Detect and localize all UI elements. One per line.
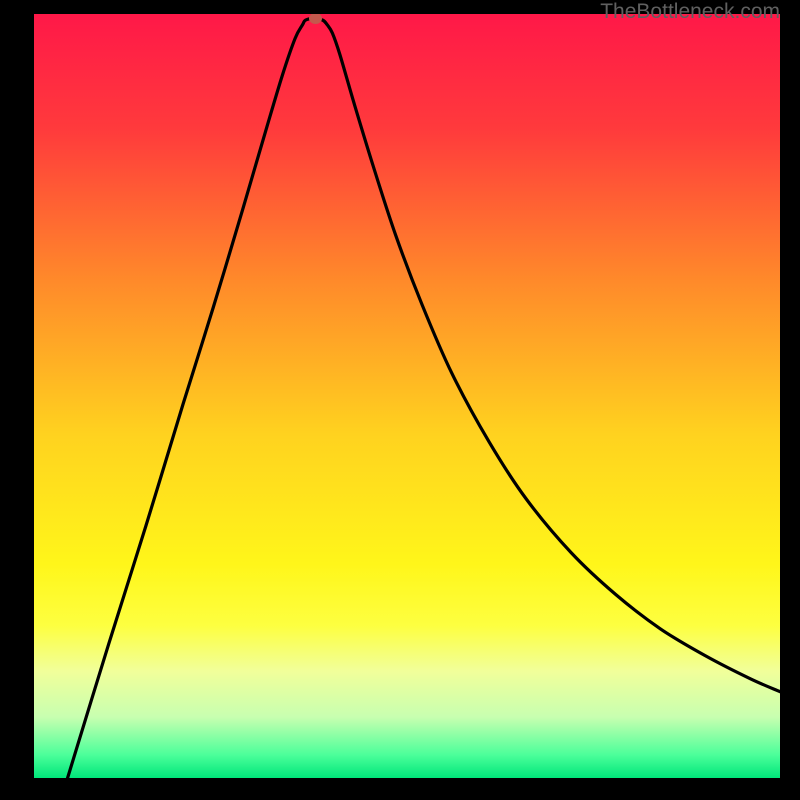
- bottleneck-curve: [68, 19, 780, 778]
- plot-area: [34, 14, 780, 778]
- watermark-text: TheBottleneck.com: [600, 0, 780, 24]
- curve-svg: [34, 14, 780, 778]
- chart-canvas: TheBottleneck.com: [0, 0, 800, 800]
